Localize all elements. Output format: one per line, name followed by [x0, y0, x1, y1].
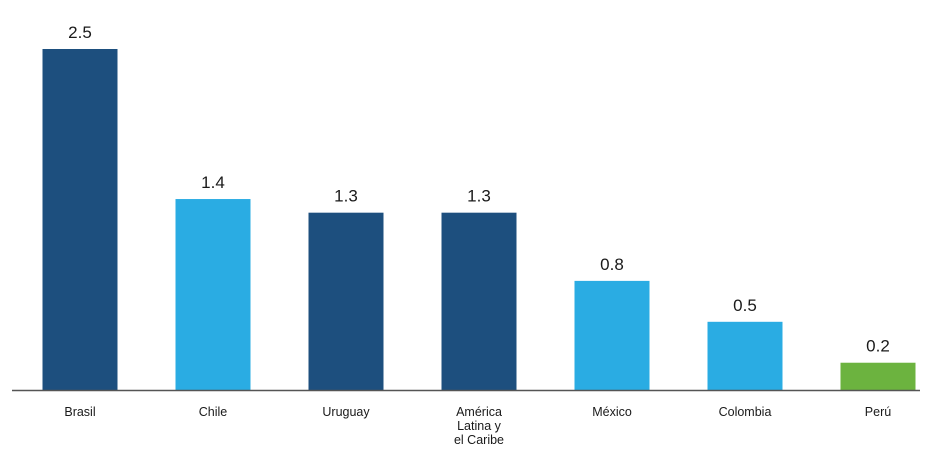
category-label-0: Brasil: [64, 405, 95, 419]
value-label-5: 0.5: [733, 296, 757, 315]
category-label-line: Chile: [199, 405, 228, 419]
category-label-line: México: [592, 405, 632, 419]
bar-6: [840, 362, 916, 390]
category-label-line: el Caribe: [454, 433, 504, 447]
bar-2: [308, 212, 384, 390]
category-label-line: América: [456, 405, 502, 419]
value-label-6: 0.2: [866, 337, 890, 356]
category-label-line: Perú: [865, 405, 891, 419]
category-label-line: Uruguay: [322, 405, 370, 419]
bar-5: [707, 321, 783, 390]
category-label-6: Perú: [865, 405, 891, 419]
category-label-3: América Latina y el Caribe: [454, 405, 504, 447]
category-label-1: Chile: [199, 405, 228, 419]
value-label-0: 2.5: [68, 23, 92, 42]
bar-0: [42, 49, 118, 390]
category-label-line: Brasil: [64, 405, 95, 419]
value-label-4: 0.8: [600, 255, 624, 274]
value-labels-group: 2.5 1.4 1.3 1.3 0.8 0.5 0.2: [68, 23, 890, 356]
bar-4: [574, 280, 650, 390]
category-label-5: Colombia: [719, 405, 772, 419]
category-labels-group: Brasil Chile Uruguay América Latina y el Cari…: [64, 405, 891, 447]
value-label-2: 1.3: [334, 187, 358, 206]
category-label-4: México: [592, 405, 632, 419]
bars-group: [42, 49, 916, 390]
value-label-1: 1.4: [201, 173, 225, 192]
bar-3: [441, 212, 517, 390]
bar-1: [175, 199, 251, 390]
category-label-2: Uruguay: [322, 405, 370, 419]
category-label-line: Latina y: [457, 419, 502, 433]
value-label-3: 1.3: [467, 187, 491, 206]
category-label-line: Colombia: [719, 405, 772, 419]
